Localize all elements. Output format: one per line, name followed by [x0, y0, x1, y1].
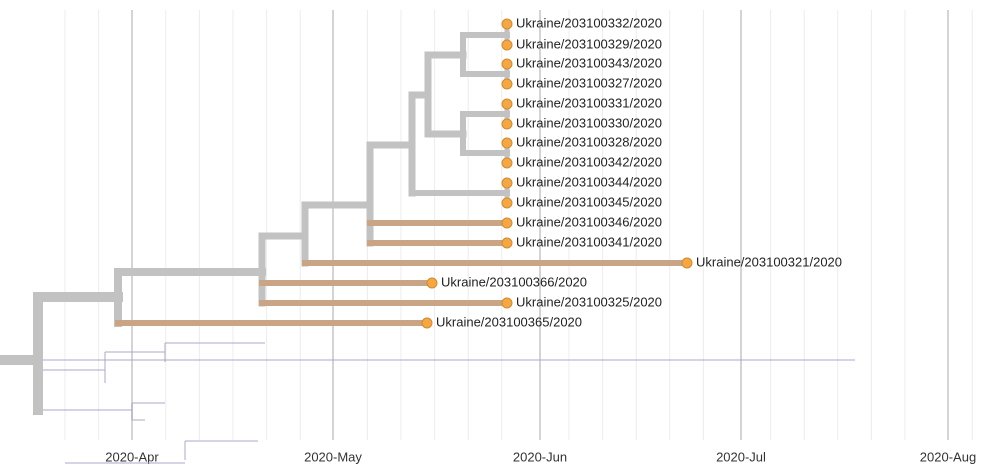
tip-node: [501, 137, 513, 149]
tip-label: Ukraine/203100342/2020: [516, 154, 662, 169]
tip-label: Ukraine/203100330/2020: [516, 115, 662, 130]
axis-tick-label: 2020-Jun: [513, 449, 567, 464]
tip-label: Ukraine/203100331/2020: [516, 95, 662, 110]
tip-node: [501, 98, 513, 110]
tip-node: [421, 317, 433, 329]
axis-tick-label: 2020-May: [304, 449, 362, 464]
tip-node: [501, 18, 513, 30]
tip-label: Ukraine/203100327/2020: [516, 75, 662, 90]
tip-label: Ukraine/203100343/2020: [516, 55, 662, 70]
tip-label: Ukraine/203100329/2020: [516, 36, 662, 51]
tip-label: Ukraine/203100344/2020: [516, 174, 662, 189]
tip-label: Ukraine/203100346/2020: [516, 214, 662, 229]
tip-node: [501, 197, 513, 209]
axis-tick-label: 2020-Apr: [105, 449, 159, 464]
tip-label: Ukraine/203100345/2020: [516, 194, 662, 209]
tip-label: Ukraine/203100366/2020: [441, 274, 587, 289]
tip-node: [501, 157, 513, 169]
tip-node: [501, 177, 513, 189]
tip-label: Ukraine/203100365/2020: [436, 314, 582, 329]
tip-label: Ukraine/203100328/2020: [516, 134, 662, 149]
tip-node: [501, 58, 513, 70]
tip-node: [501, 118, 513, 130]
tip-label: Ukraine/203100325/2020: [516, 294, 662, 309]
tip-label: Ukraine/203100332/2020: [516, 15, 662, 30]
tip-node: [501, 297, 513, 309]
tip-label: Ukraine/203100341/2020: [516, 234, 662, 249]
tip-node: [501, 217, 513, 229]
tip-node: [426, 277, 438, 289]
tip-node: [501, 78, 513, 90]
tip-node: [501, 39, 513, 51]
axis-tick-label: 2020-Aug: [920, 449, 976, 464]
tip-node: [681, 257, 693, 269]
tip-node: [501, 237, 513, 249]
tip-label: Ukraine/203100321/2020: [696, 254, 842, 269]
axis-tick-label: 2020-Jul: [716, 449, 766, 464]
